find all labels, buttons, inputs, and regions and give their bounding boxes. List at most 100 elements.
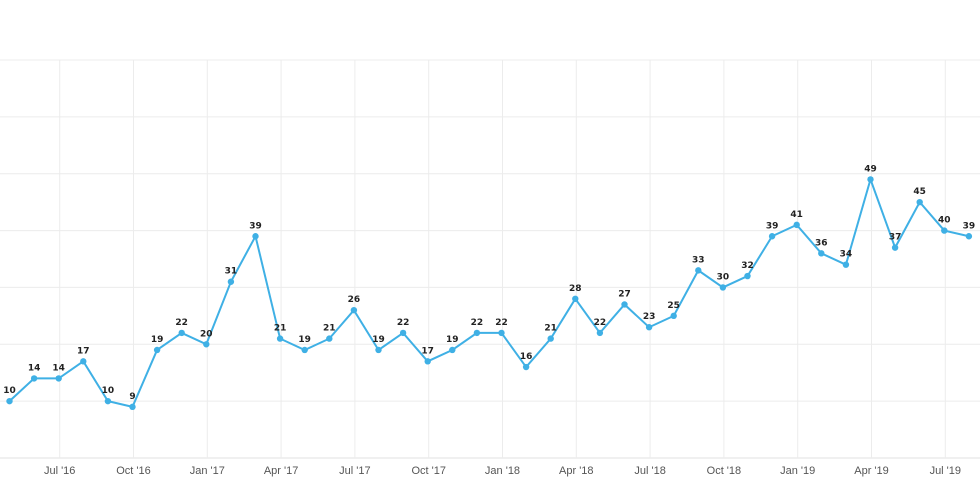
data-label: 33 — [692, 255, 705, 265]
data-label: 17 — [421, 346, 434, 356]
data-point[interactable] — [719, 284, 727, 291]
data-label: 10 — [102, 386, 115, 396]
data-label: 31 — [225, 267, 238, 277]
data-point[interactable] — [375, 346, 382, 354]
data-point[interactable] — [621, 301, 628, 308]
x-tick-label: Jan '17 — [190, 465, 225, 477]
data-label: 30 — [717, 272, 730, 282]
x-tick-label: Oct '16 — [116, 465, 151, 477]
data-label: 21 — [544, 324, 557, 334]
data-point[interactable] — [30, 375, 38, 382]
data-label: 14 — [28, 363, 41, 373]
data-point[interactable] — [645, 324, 653, 331]
data-point[interactable] — [916, 198, 923, 206]
x-tick-label: Apr '18 — [559, 465, 594, 477]
x-tick-label: Oct '18 — [707, 465, 742, 477]
x-tick-label: Jul '16 — [44, 465, 75, 477]
x-tick-label: Jan '18 — [485, 465, 520, 477]
data-point[interactable] — [227, 278, 235, 285]
data-point[interactable] — [449, 346, 456, 354]
data-point[interactable] — [178, 329, 185, 337]
data-label: 19 — [151, 335, 164, 345]
data-label: 19 — [372, 335, 385, 345]
x-tick-label: Apr '19 — [854, 465, 889, 477]
data-point[interactable] — [203, 341, 210, 348]
data-label: 21 — [274, 324, 287, 334]
data-label: 32 — [741, 261, 754, 271]
data-label: 21 — [323, 324, 336, 334]
series-line — [8, 176, 970, 408]
data-point[interactable] — [818, 250, 825, 257]
data-point[interactable] — [104, 397, 112, 405]
data-label: 41 — [790, 210, 803, 220]
data-label: 39 — [766, 221, 779, 231]
data-point[interactable] — [6, 397, 13, 405]
data-label: 22 — [471, 318, 484, 328]
data-point[interactable] — [867, 176, 874, 183]
data-label: 26 — [348, 295, 361, 305]
data-label: 39 — [249, 221, 262, 231]
x-tick-label: Jan '19 — [780, 465, 815, 477]
data-point[interactable] — [695, 267, 702, 274]
data-label: 22 — [594, 318, 607, 328]
data-label: 16 — [520, 352, 533, 362]
data-point[interactable] — [572, 295, 579, 302]
data-label: 27 — [618, 289, 631, 299]
data-label: 34 — [840, 250, 853, 260]
data-label: 28 — [569, 284, 582, 294]
data-label: 40 — [938, 216, 951, 226]
data-point[interactable] — [55, 375, 62, 382]
data-label: 19 — [298, 335, 311, 345]
data-point[interactable] — [522, 363, 530, 371]
grid — [0, 59, 980, 459]
data-point[interactable] — [129, 403, 136, 411]
data-point[interactable] — [596, 329, 604, 337]
data-point[interactable] — [424, 358, 431, 365]
data-label: 19 — [446, 335, 459, 345]
x-tick-label: Oct '17 — [411, 465, 446, 477]
data-label: 39 — [963, 221, 976, 231]
data-point[interactable] — [965, 233, 973, 240]
data-point[interactable] — [326, 335, 333, 342]
data-point[interactable] — [891, 244, 899, 251]
data-point[interactable] — [276, 335, 284, 342]
data-point[interactable] — [252, 233, 259, 240]
data-label: 22 — [495, 318, 508, 328]
data-point[interactable] — [498, 329, 505, 337]
data-point[interactable] — [768, 233, 776, 240]
data-label: 23 — [643, 312, 656, 322]
data-point[interactable] — [842, 261, 850, 268]
data-point[interactable] — [547, 335, 554, 342]
x-axis-ticks: Jul '16 Oct '16 Jan '17 Apr '17 Jul '17 Oct '… — [44, 465, 961, 477]
data-point[interactable] — [399, 329, 407, 337]
x-tick-label: Jul '18 — [634, 465, 665, 477]
data-labels: 10 14 14 17 10 9 19 22 20 31 39 21 19 21 26 19 22 17 19 22 2… — [3, 164, 975, 401]
data-point[interactable] — [301, 346, 308, 354]
data-label: 25 — [667, 301, 680, 311]
data-point[interactable] — [941, 227, 948, 234]
data-label: 22 — [397, 318, 410, 328]
data-point[interactable] — [153, 346, 161, 354]
data-label: 49 — [864, 164, 877, 174]
data-point[interactable] — [793, 221, 800, 229]
data-point[interactable] — [350, 306, 358, 314]
data-label: 45 — [913, 187, 926, 197]
data-label: 36 — [815, 238, 828, 248]
data-point[interactable] — [744, 272, 751, 280]
data-label: 22 — [175, 318, 188, 328]
x-tick-label: Apr '17 — [264, 465, 299, 477]
data-label: 9 — [129, 392, 135, 402]
data-label: 17 — [77, 346, 90, 356]
data-point[interactable] — [670, 312, 677, 320]
x-tick-label: Jul '17 — [339, 465, 370, 477]
data-label: 14 — [52, 363, 65, 373]
data-label: 20 — [200, 329, 213, 339]
data-point[interactable] — [473, 329, 481, 337]
x-tick-label: Jul '19 — [930, 465, 961, 477]
data-label: 10 — [3, 386, 16, 396]
data-label: 37 — [889, 233, 902, 243]
data-point[interactable] — [80, 358, 87, 365]
series — [6, 176, 973, 411]
